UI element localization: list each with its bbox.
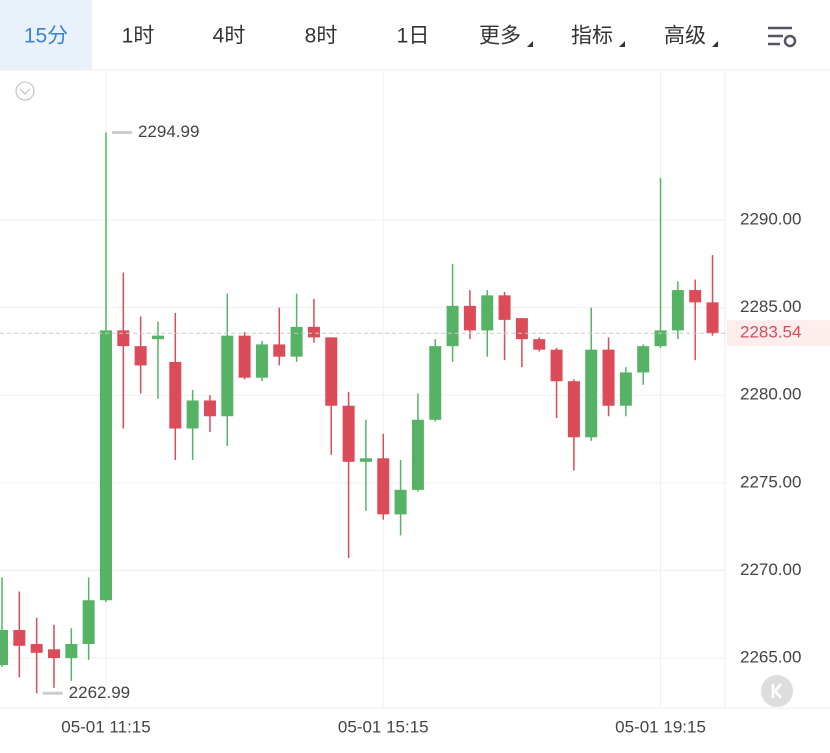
candle-body	[99, 330, 112, 601]
candle-body	[13, 630, 26, 646]
candle-body	[169, 361, 182, 429]
reset-icon	[771, 683, 782, 699]
candle-body	[203, 400, 216, 417]
candle-body	[481, 295, 494, 331]
toolbar-tab[interactable]: 8时	[305, 25, 338, 48]
candle-body	[463, 305, 476, 331]
candle-body	[30, 644, 43, 653]
candle-body	[0, 630, 8, 666]
x-tick-label: 05-01 19:15	[615, 717, 706, 736]
candle-body	[567, 381, 580, 438]
toolbar-tab[interactable]: 高级	[664, 25, 706, 48]
candle-body	[619, 372, 632, 406]
candle-body	[117, 330, 130, 347]
candle-body	[550, 349, 563, 382]
candle-body	[602, 349, 615, 406]
settings-icon[interactable]	[768, 26, 797, 48]
candle-body	[290, 326, 303, 357]
y-tick-label: 2270.00	[740, 560, 801, 579]
candle-body	[533, 339, 546, 350]
candle-body	[342, 405, 355, 462]
y-tick-label: 2265.00	[740, 648, 801, 667]
candle-body	[273, 344, 286, 357]
toolbar-tab[interactable]: 指标	[571, 25, 613, 48]
toolbar-tab[interactable]: 1时	[122, 25, 155, 48]
x-tick-label: 05-01 11:15	[61, 717, 150, 736]
dropdown-triangle	[527, 41, 533, 47]
candle-body	[689, 290, 702, 303]
candle-body	[65, 644, 78, 659]
candle-body	[307, 326, 320, 338]
candle-body	[429, 346, 442, 420]
collapse-arrow	[19, 88, 31, 95]
candle-body	[82, 600, 95, 645]
candle-body	[325, 337, 338, 406]
candle-body	[637, 346, 650, 373]
candle-body	[359, 458, 372, 462]
candle-body	[47, 649, 60, 659]
toolbar-tab[interactable]: 1日	[397, 25, 430, 48]
toolbar-tab[interactable]: 更多	[479, 25, 521, 48]
candle-body	[585, 349, 598, 438]
toolbar-tab[interactable]: 15分	[24, 25, 68, 48]
dropdown-triangle	[619, 41, 625, 47]
active-tab-bg	[0, 0, 92, 70]
dropdown-triangle	[712, 41, 718, 47]
candle-body	[498, 295, 511, 320]
candle-body	[151, 335, 164, 340]
last-price-box	[727, 320, 830, 347]
y-tick-label: 2275.00	[740, 472, 801, 491]
collapse-icon[interactable]	[15, 81, 35, 101]
candle-body	[377, 458, 390, 515]
last-price-label: 2283.54	[740, 323, 801, 342]
min-label: 2262.99	[69, 683, 130, 702]
y-tick-label: 2280.00	[740, 385, 801, 404]
candle-body	[394, 489, 407, 515]
candle-body	[446, 305, 459, 347]
max-label: 2294.99	[138, 122, 199, 141]
candle-body	[515, 318, 528, 340]
candle-body	[255, 344, 268, 378]
toolbar-tab[interactable]: 4时	[213, 25, 246, 48]
y-tick-label: 2290.00	[740, 209, 801, 228]
candle-body	[706, 302, 719, 334]
candle-body	[654, 330, 667, 347]
candle-body	[221, 335, 234, 417]
candle-body	[671, 290, 684, 331]
candle-body	[134, 346, 147, 366]
y-tick-label: 2285.00	[740, 297, 801, 316]
reset-button[interactable]	[761, 675, 793, 707]
x-tick-label: 05-01 15:15	[338, 717, 429, 736]
candle-body	[186, 400, 199, 429]
candle-body	[411, 419, 424, 490]
candle-body	[238, 335, 251, 378]
